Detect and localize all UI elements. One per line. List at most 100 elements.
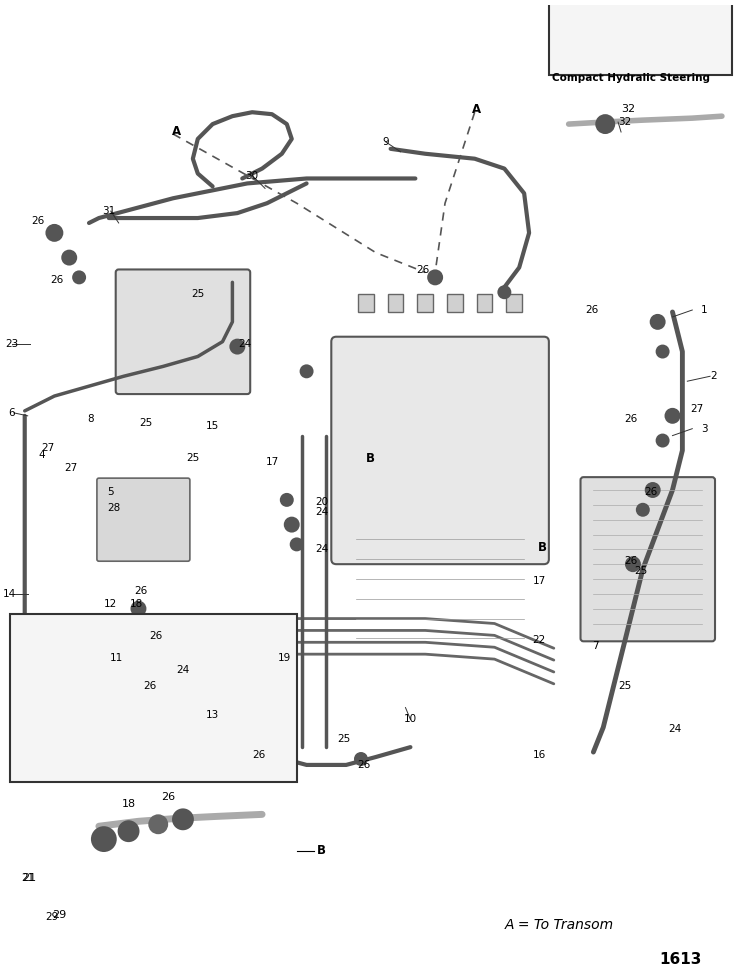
Text: 24: 24 [315, 507, 328, 516]
Text: 1: 1 [700, 305, 707, 315]
Text: 25: 25 [186, 454, 200, 464]
Bar [447, 294, 463, 312]
Circle shape [149, 815, 167, 833]
Text: B: B [366, 452, 375, 465]
Text: 11: 11 [110, 653, 123, 663]
Circle shape [265, 745, 279, 759]
Text: 25: 25 [140, 417, 153, 427]
Text: 23: 23 [5, 339, 19, 349]
Circle shape [46, 225, 62, 241]
Text: 20: 20 [315, 497, 328, 507]
Circle shape [637, 504, 649, 515]
Text: 22: 22 [532, 635, 545, 645]
Circle shape [147, 617, 159, 629]
Text: 25: 25 [634, 566, 647, 576]
Text: 14: 14 [3, 589, 16, 599]
Circle shape [280, 494, 292, 506]
Text: 1613: 1613 [660, 953, 702, 967]
Circle shape [156, 636, 170, 650]
Text: 21: 21 [21, 872, 34, 883]
Text: 26: 26 [134, 586, 147, 596]
Text: 18: 18 [122, 800, 136, 809]
Text: 26: 26 [644, 487, 657, 497]
Circle shape [118, 821, 139, 841]
Text: 25: 25 [338, 734, 351, 744]
Text: 18: 18 [130, 599, 143, 609]
FancyBboxPatch shape [580, 477, 715, 641]
FancyBboxPatch shape [116, 270, 251, 394]
Text: 27: 27 [691, 404, 703, 414]
Circle shape [355, 753, 367, 765]
Text: 2: 2 [711, 371, 717, 381]
Text: 15: 15 [206, 420, 219, 431]
Text: 9: 9 [382, 137, 389, 147]
Text: 17: 17 [532, 576, 545, 586]
Text: 26: 26 [51, 275, 64, 285]
Text: 32: 32 [621, 104, 635, 115]
Circle shape [131, 602, 146, 615]
Circle shape [428, 270, 442, 284]
Text: 19: 19 [278, 653, 292, 663]
Circle shape [665, 409, 680, 422]
Circle shape [499, 286, 510, 298]
Text: 26: 26 [31, 216, 44, 226]
Text: 3: 3 [700, 423, 707, 434]
Circle shape [190, 662, 205, 675]
Circle shape [301, 366, 313, 377]
Text: 27: 27 [64, 464, 78, 473]
Text: 29: 29 [53, 910, 67, 920]
Circle shape [117, 649, 130, 663]
Circle shape [285, 517, 298, 531]
Text: 10: 10 [404, 714, 417, 724]
Text: 26: 26 [585, 305, 598, 315]
Text: A: A [172, 125, 181, 138]
Bar [388, 294, 404, 312]
Text: 26: 26 [161, 792, 176, 802]
Text: 26: 26 [417, 266, 430, 275]
Text: A: A [472, 103, 482, 116]
Bar [10, 613, 297, 782]
Bar [549, 0, 732, 74]
Text: 26: 26 [624, 557, 638, 566]
Bar [506, 294, 522, 312]
Circle shape [108, 632, 120, 644]
Text: B: B [316, 845, 326, 858]
Text: B: B [538, 541, 547, 554]
Text: 7: 7 [592, 641, 598, 652]
Text: 25: 25 [191, 289, 205, 299]
Bar [417, 294, 434, 312]
Circle shape [173, 809, 193, 829]
Circle shape [596, 116, 614, 133]
FancyBboxPatch shape [97, 478, 190, 562]
Text: 13: 13 [206, 710, 219, 720]
Text: 21: 21 [22, 872, 37, 883]
Text: 28: 28 [107, 503, 120, 513]
Text: 26: 26 [150, 631, 163, 641]
Text: 26: 26 [253, 750, 266, 760]
Text: 4: 4 [38, 451, 45, 461]
Text: 24: 24 [238, 339, 252, 349]
Text: 24: 24 [315, 544, 328, 555]
Text: 32: 32 [619, 117, 632, 127]
Text: 17: 17 [266, 458, 278, 467]
Bar [358, 294, 374, 312]
Circle shape [230, 340, 244, 354]
Text: 31: 31 [102, 206, 116, 217]
FancyBboxPatch shape [332, 337, 549, 564]
Text: 12: 12 [104, 599, 118, 609]
Circle shape [92, 827, 116, 851]
Circle shape [657, 434, 668, 447]
Circle shape [657, 346, 668, 358]
Text: 25: 25 [619, 681, 632, 691]
Circle shape [74, 271, 85, 283]
Circle shape [651, 315, 664, 329]
Text: 29: 29 [45, 912, 58, 922]
Circle shape [626, 558, 640, 571]
Text: 26: 26 [624, 414, 638, 423]
Circle shape [167, 670, 179, 682]
Circle shape [646, 483, 660, 497]
Circle shape [291, 538, 302, 551]
Text: Compact Hydralic Steering: Compact Hydralic Steering [552, 73, 710, 82]
Text: 27: 27 [40, 444, 54, 454]
Text: 30: 30 [245, 171, 259, 180]
